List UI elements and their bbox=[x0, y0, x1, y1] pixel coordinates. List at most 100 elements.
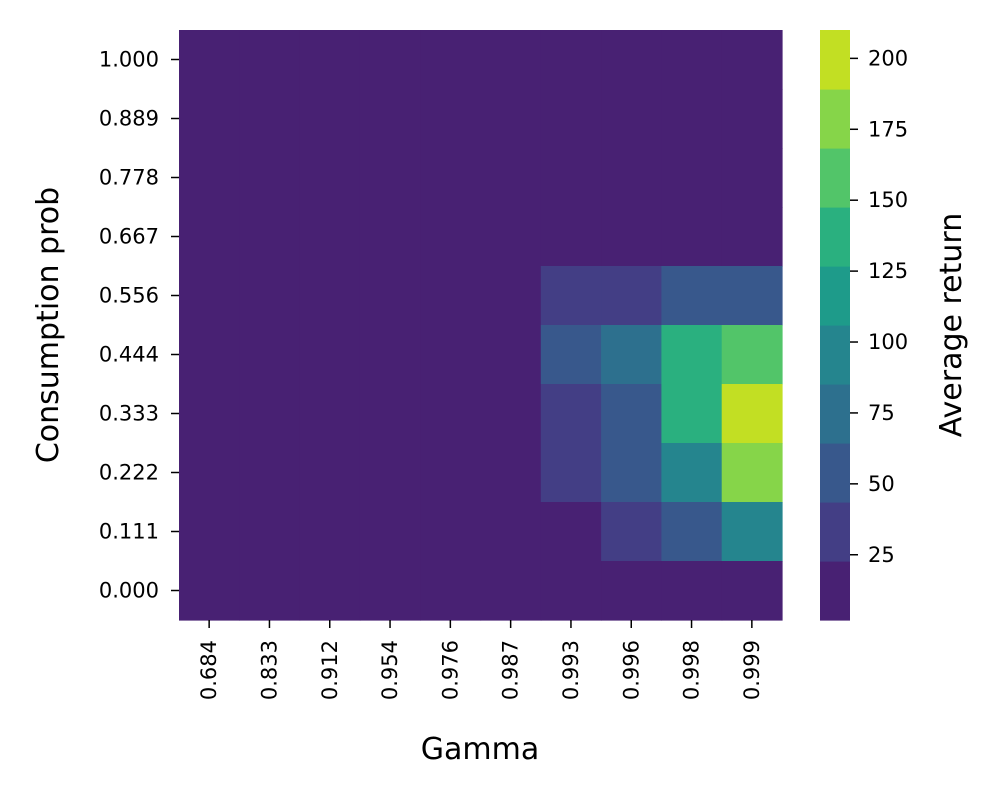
x-axis-label: Gamma bbox=[421, 732, 539, 767]
heatmap-cell bbox=[661, 443, 723, 503]
heatmap-cell bbox=[601, 561, 662, 621]
y-axis-ticks: 1.000 0.889 0.778 0.667 0.556 0.444 0.333 0.222… bbox=[99, 48, 179, 603]
heatmap-cell bbox=[661, 207, 723, 267]
heatmap-cell bbox=[601, 30, 662, 90]
heatmap-cell bbox=[721, 266, 783, 326]
colorbar-tick-label: 200 bbox=[868, 46, 908, 70]
y-tick-label: 0.778 bbox=[99, 166, 159, 190]
heatmap-cell bbox=[359, 148, 421, 208]
heatmap-cell bbox=[721, 148, 783, 208]
heatmap-cell bbox=[179, 384, 240, 444]
heatmap-cell bbox=[661, 384, 723, 444]
heatmap-cell bbox=[179, 443, 240, 503]
x-tick-label: 0.999 bbox=[740, 640, 764, 700]
heatmap-cell bbox=[359, 443, 421, 503]
heatmap-cell bbox=[480, 325, 542, 385]
heatmap-cell bbox=[420, 207, 482, 267]
heatmap-cell bbox=[540, 325, 602, 385]
colorbar-tick-label: 100 bbox=[868, 330, 908, 354]
heatmap-cell bbox=[480, 561, 542, 621]
heatmap-cell bbox=[420, 89, 482, 149]
x-tick-label: 0.993 bbox=[559, 640, 583, 700]
colorbar-segment bbox=[820, 30, 850, 90]
colorbar bbox=[820, 30, 850, 621]
heatmap-cell bbox=[420, 266, 482, 326]
colorbar-segment bbox=[820, 207, 850, 267]
heatmap-cell bbox=[359, 207, 421, 267]
heatmap-cell bbox=[661, 266, 723, 326]
colorbar-label: Average return bbox=[934, 213, 969, 437]
heatmap-cell bbox=[299, 89, 361, 149]
y-tick-label: 1.000 bbox=[99, 48, 159, 72]
heatmap-cell bbox=[299, 207, 361, 267]
heatmap-cell bbox=[359, 89, 421, 149]
colorbar-tick-label: 125 bbox=[868, 259, 908, 283]
heatmap-cell bbox=[480, 207, 542, 267]
colorbar-tick-label: 25 bbox=[868, 543, 895, 567]
heatmap-cell bbox=[721, 207, 783, 267]
heatmap-cell bbox=[721, 30, 783, 90]
heatmap-cell bbox=[721, 325, 783, 385]
heatmap-cell bbox=[540, 561, 602, 621]
heatmap-cell bbox=[721, 561, 783, 621]
heatmap-cell bbox=[299, 325, 361, 385]
y-axis-label: Consumption prob bbox=[31, 187, 66, 463]
colorbar-segment bbox=[820, 561, 850, 621]
heatmap-cell bbox=[420, 561, 482, 621]
heatmap-cell bbox=[239, 384, 301, 444]
y-tick-label: 0.889 bbox=[99, 107, 159, 131]
y-tick-label: 0.111 bbox=[99, 520, 159, 544]
heatmap-cell bbox=[480, 384, 542, 444]
heatmap-cell bbox=[420, 148, 482, 208]
heatmap-cell bbox=[661, 502, 723, 562]
heatmap-cell bbox=[299, 384, 361, 444]
heatmap-cell bbox=[601, 266, 662, 326]
colorbar-ticks: 25 50 75 100 125 150 175 200 bbox=[850, 46, 908, 567]
x-tick-label: 0.996 bbox=[619, 640, 643, 700]
heatmap-cell bbox=[179, 148, 240, 208]
colorbar-segment bbox=[820, 502, 850, 562]
heatmap-cell bbox=[480, 30, 542, 90]
heatmap-cell bbox=[299, 30, 361, 90]
heatmap-cell bbox=[601, 384, 662, 444]
heatmap-cell bbox=[601, 207, 662, 267]
colorbar-segment bbox=[820, 443, 850, 503]
heatmap-cell bbox=[420, 325, 482, 385]
heatmap-cell bbox=[359, 325, 421, 385]
heatmap-cell bbox=[179, 89, 240, 149]
heatmap-cell bbox=[601, 502, 662, 562]
y-tick-label: 0.222 bbox=[99, 461, 159, 485]
heatmap-cell bbox=[239, 266, 301, 326]
heatmap-cell bbox=[179, 30, 240, 90]
y-tick-label: 0.444 bbox=[99, 343, 159, 367]
x-tick-label: 0.833 bbox=[257, 640, 281, 700]
heatmap-cell bbox=[721, 384, 783, 444]
heatmap-cell bbox=[480, 89, 542, 149]
heatmap-cell bbox=[601, 443, 662, 503]
colorbar-tick-label: 75 bbox=[868, 401, 895, 425]
x-tick-label: 0.684 bbox=[197, 640, 221, 700]
heatmap-cell bbox=[480, 443, 542, 503]
heatmap-cell bbox=[299, 502, 361, 562]
y-tick-label: 0.000 bbox=[99, 579, 159, 603]
heatmap-cell bbox=[239, 325, 301, 385]
heatmap-cell bbox=[721, 443, 783, 503]
heatmap-cell bbox=[540, 266, 602, 326]
x-tick-label: 0.998 bbox=[680, 640, 704, 700]
heatmap-cell bbox=[661, 30, 723, 90]
heatmap-cell bbox=[359, 561, 421, 621]
heatmap-cell bbox=[179, 325, 240, 385]
heatmap-cell bbox=[239, 89, 301, 149]
colorbar-segment bbox=[820, 325, 850, 385]
heatmap-cell bbox=[540, 30, 602, 90]
heatmap-cell bbox=[359, 30, 421, 90]
colorbar-segment bbox=[820, 384, 850, 444]
heatmap-cell bbox=[179, 266, 240, 326]
heatmap-cell bbox=[540, 207, 602, 267]
colorbar-tick-label: 150 bbox=[868, 188, 908, 212]
heatmap-cell bbox=[179, 502, 240, 562]
heatmap-cell bbox=[239, 207, 301, 267]
heatmap-cell bbox=[239, 561, 301, 621]
heatmap-cell bbox=[299, 148, 361, 208]
